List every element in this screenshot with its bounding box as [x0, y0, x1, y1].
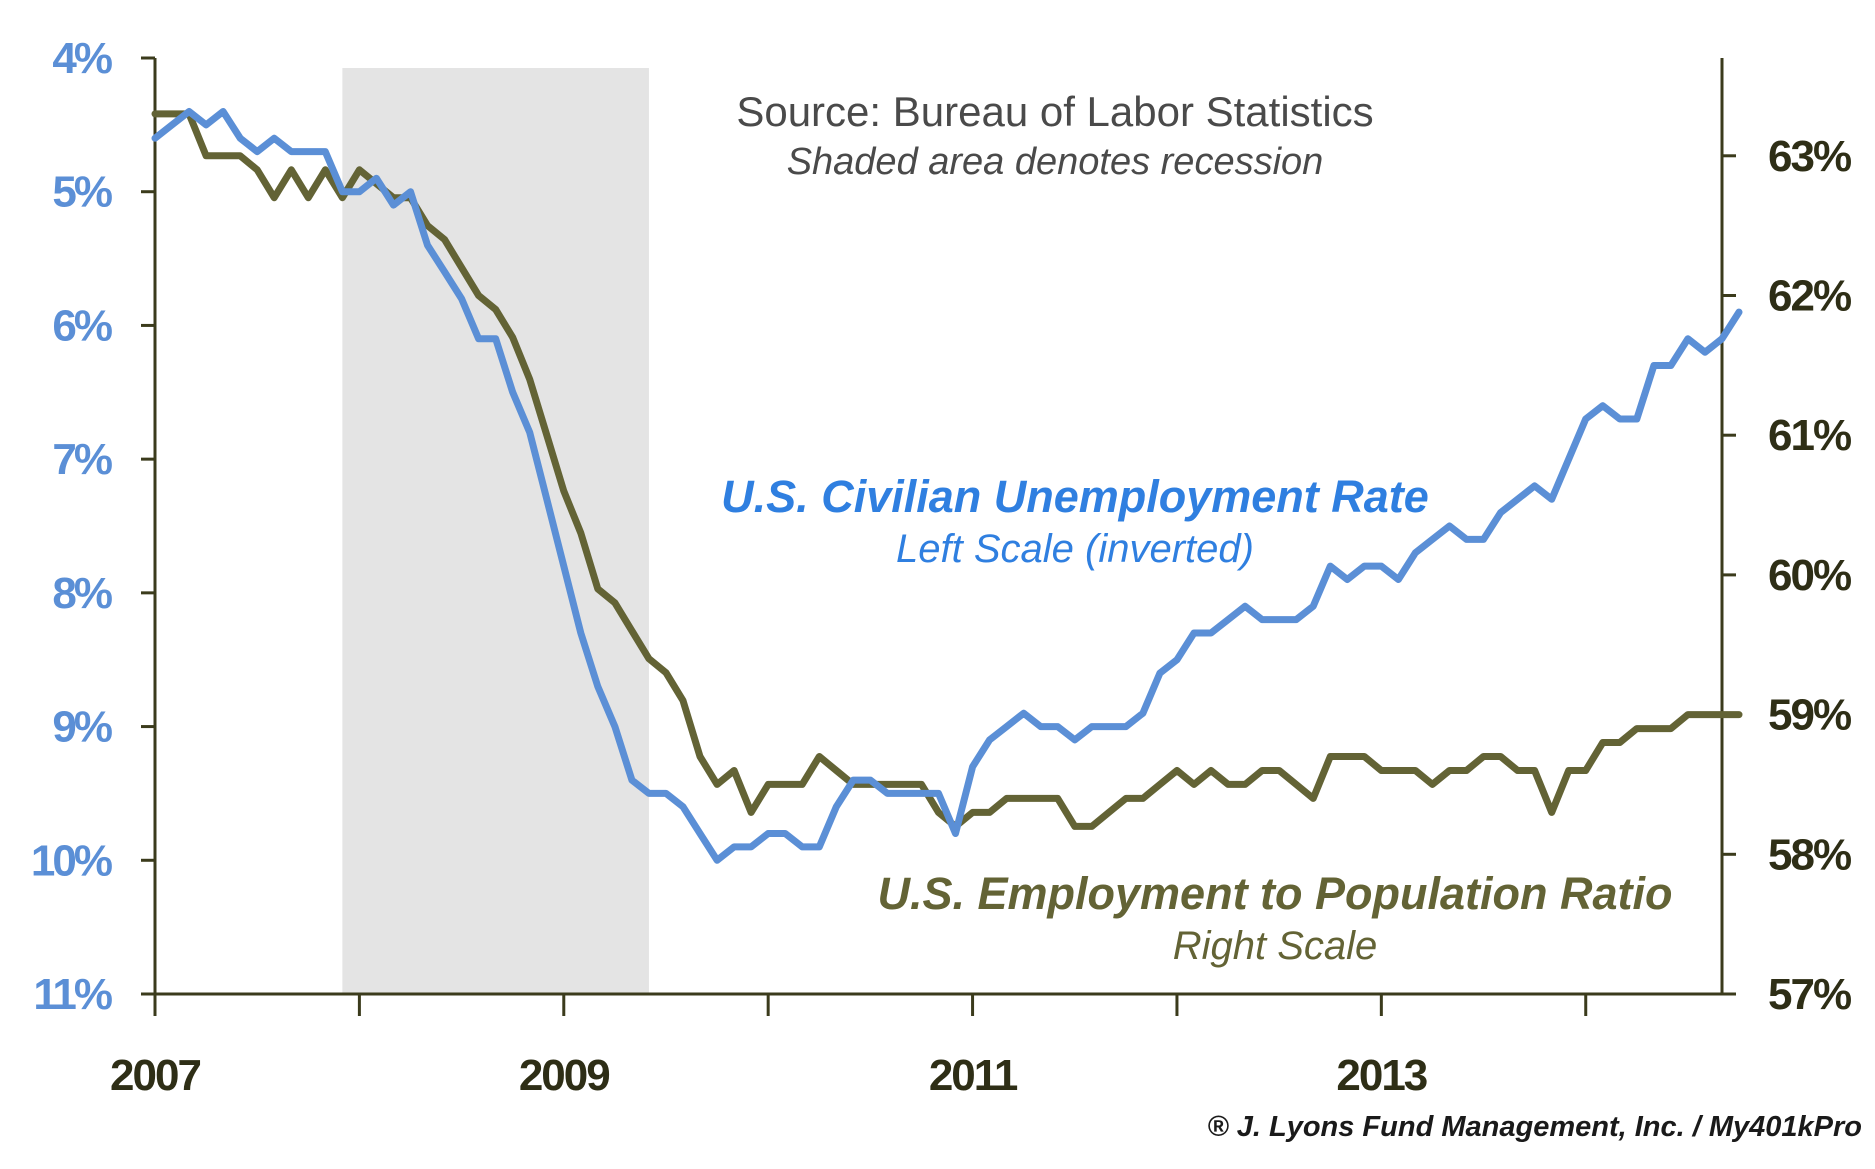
unemployment-scale-label: Left Scale (inverted) — [896, 527, 1254, 571]
right-tick-label: 60% — [1768, 551, 1851, 600]
employment-scale-label: Right Scale — [1173, 924, 1378, 968]
left-tick-label: 6% — [52, 301, 111, 350]
right-tick-label: 62% — [1768, 271, 1851, 320]
unemployment-series-label: U.S. Civilian Unemployment Rate — [721, 471, 1429, 522]
right-axis-ticks: 57% 58% 59% 60% 61% 62% 63% — [1722, 132, 1853, 1019]
x-tick-label: 2009 — [519, 1051, 609, 1100]
left-tick-label: 4% — [52, 34, 111, 83]
recession-note: Shaded area denotes recession — [787, 141, 1324, 183]
left-tick-label: 10% — [31, 836, 112, 885]
copyright-note: ® J. Lyons Fund Management, Inc. / My401… — [1207, 1111, 1862, 1143]
right-tick-label: 58% — [1768, 830, 1851, 879]
left-tick-label: 11% — [33, 970, 112, 1019]
axes — [153, 58, 1724, 1014]
left-axis-ticks: 4% 5% 6% 7% 8% 9% 10% 11% — [31, 34, 155, 1019]
left-tick-label: 5% — [52, 168, 111, 217]
source-note: Source: Bureau of Labor Statistics — [736, 88, 1373, 135]
x-axis-ticks: 2007 2009 2011 2013 — [110, 994, 1588, 1100]
right-tick-label: 59% — [1768, 691, 1851, 740]
right-tick-label: 63% — [1768, 132, 1851, 181]
left-tick-label: 9% — [52, 703, 111, 752]
employment-series-label: U.S. Employment to Population Ratio — [877, 868, 1672, 919]
x-tick-label: 2011 — [929, 1051, 1018, 1100]
right-tick-label: 61% — [1768, 411, 1851, 460]
left-tick-label: 7% — [52, 435, 111, 484]
x-tick-label: 2013 — [1336, 1051, 1426, 1100]
recession-shading — [342, 68, 649, 994]
unemployment-rate-line — [151, 108, 1743, 864]
x-tick-label: 2007 — [110, 1051, 200, 1100]
right-tick-label: 57% — [1768, 970, 1851, 1019]
left-tick-label: 8% — [52, 569, 111, 618]
